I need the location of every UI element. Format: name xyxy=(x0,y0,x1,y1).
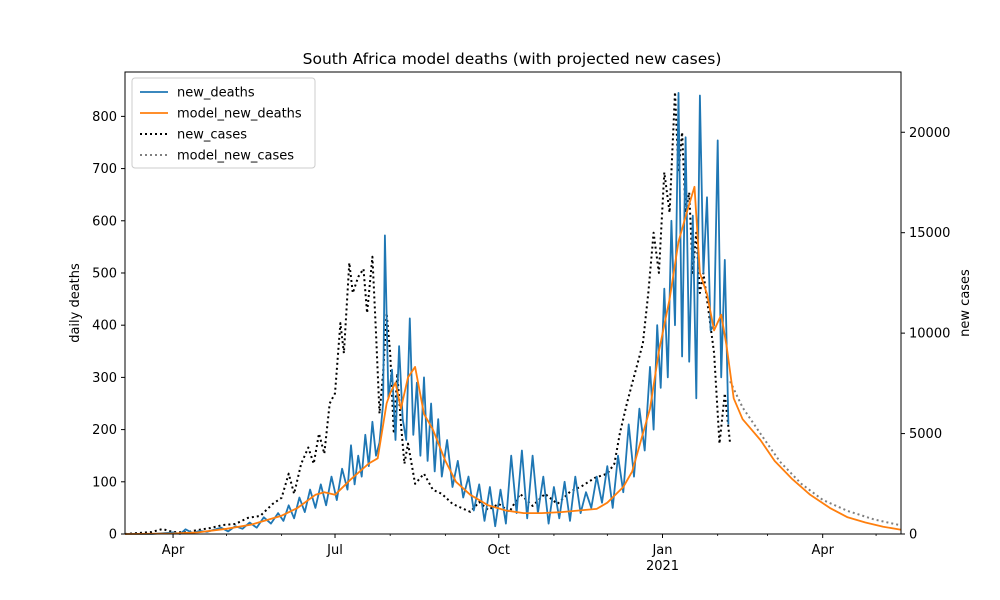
y-left-tick-label: 700 xyxy=(92,162,117,177)
legend-label-model_new_cases: model_new_cases xyxy=(177,149,294,164)
y-left-tick-label: 600 xyxy=(92,214,117,229)
chart-title: South Africa model deaths (with projecte… xyxy=(303,50,722,68)
legend-box xyxy=(131,77,316,169)
legend-label-new_deaths: new_deaths xyxy=(177,86,255,101)
y-right-tick-label: 10000 xyxy=(909,327,950,342)
series-line-new_deaths xyxy=(125,92,730,535)
series-layer xyxy=(124,91,902,535)
y-right-tick-label: 0 xyxy=(909,528,917,543)
y-axis-left: 0 100 200 300 400 500 600 700 800 xyxy=(92,110,125,543)
series-line-model_new_deaths xyxy=(124,185,902,535)
x-tick-label: Apr xyxy=(811,543,834,558)
y-left-tick-label: 100 xyxy=(92,475,117,490)
y-right-tick-label: 5000 xyxy=(909,427,942,442)
y-axis-right-title: new cases xyxy=(958,269,973,337)
series-line-model_new_cases xyxy=(729,380,902,527)
y-left-tick-label: 0 xyxy=(109,528,117,543)
y-left-tick-label: 200 xyxy=(92,423,117,438)
y-left-tick-label: 400 xyxy=(92,319,117,334)
y-left-tick-label: 300 xyxy=(92,371,117,386)
x-tick-sublabel: 2021 xyxy=(646,559,679,574)
x-tick-label: Apr xyxy=(162,543,185,558)
y-right-tick-label: 20000 xyxy=(909,126,950,141)
x-tick-label: Jan xyxy=(651,543,672,558)
legend: new_deaths model_new_deaths new_casesmodel… xyxy=(131,77,316,169)
plot-frame xyxy=(124,71,902,535)
x-tick-label: Oct xyxy=(488,543,510,558)
x-tick-label: Jul xyxy=(326,543,343,558)
y-left-tick-label: 500 xyxy=(92,266,117,281)
y-left-tick-label: 800 xyxy=(92,110,117,125)
legend-label-new_cases: new_cases xyxy=(177,128,247,143)
legend-label-model_new_deaths: model_new_deaths xyxy=(177,107,302,122)
y-right-tick-label: 15000 xyxy=(909,226,950,241)
y-axis-left-title: daily deaths xyxy=(68,263,83,343)
y-axis-right: 0 5000 10000 15000 20000 xyxy=(901,126,950,543)
